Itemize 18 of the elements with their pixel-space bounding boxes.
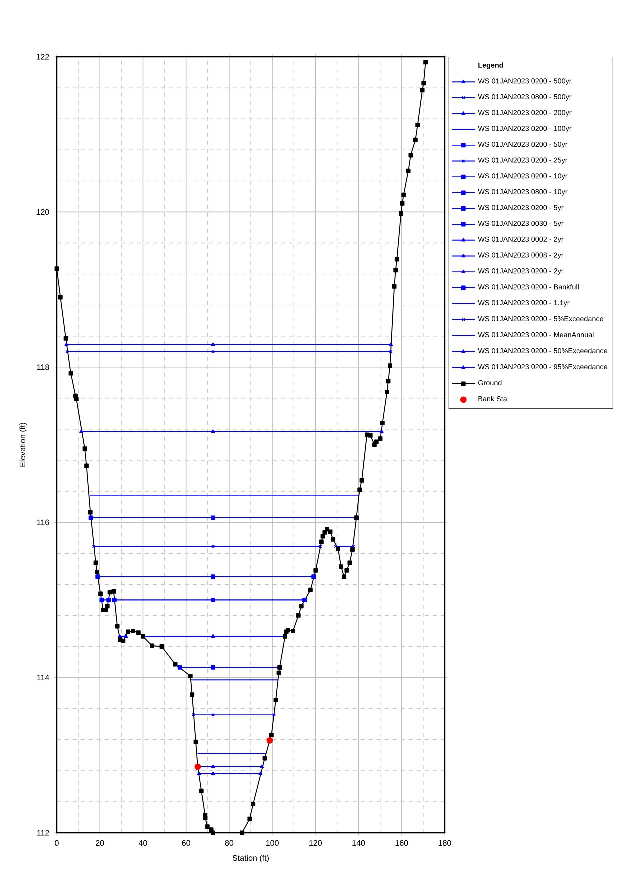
y-axis-title: Elevation (ft): [20, 423, 28, 467]
y-tick-label: 122: [36, 54, 50, 60]
x-tick-label: 180: [438, 840, 452, 846]
x-tick-label: 100: [266, 840, 279, 846]
x-tick-label: 120: [310, 840, 322, 846]
y-tick-label: 118: [37, 364, 50, 370]
x-axis-title: Station (ft): [232, 855, 269, 863]
y-tick-label: 114: [37, 675, 50, 681]
x-tick-label: 160: [396, 840, 408, 846]
y-tick-label: 112: [37, 830, 50, 836]
x-tick-label: 0: [55, 840, 59, 846]
x-tick-label: 80: [225, 840, 234, 846]
x-tick-label: 20: [96, 840, 104, 846]
y-tick-label: 116: [37, 520, 50, 526]
x-tick-label: 40: [138, 840, 148, 846]
x-tick-label: 60: [182, 840, 190, 846]
y-tick-label: 120: [36, 209, 50, 216]
x-tick-label: 140: [352, 840, 366, 846]
